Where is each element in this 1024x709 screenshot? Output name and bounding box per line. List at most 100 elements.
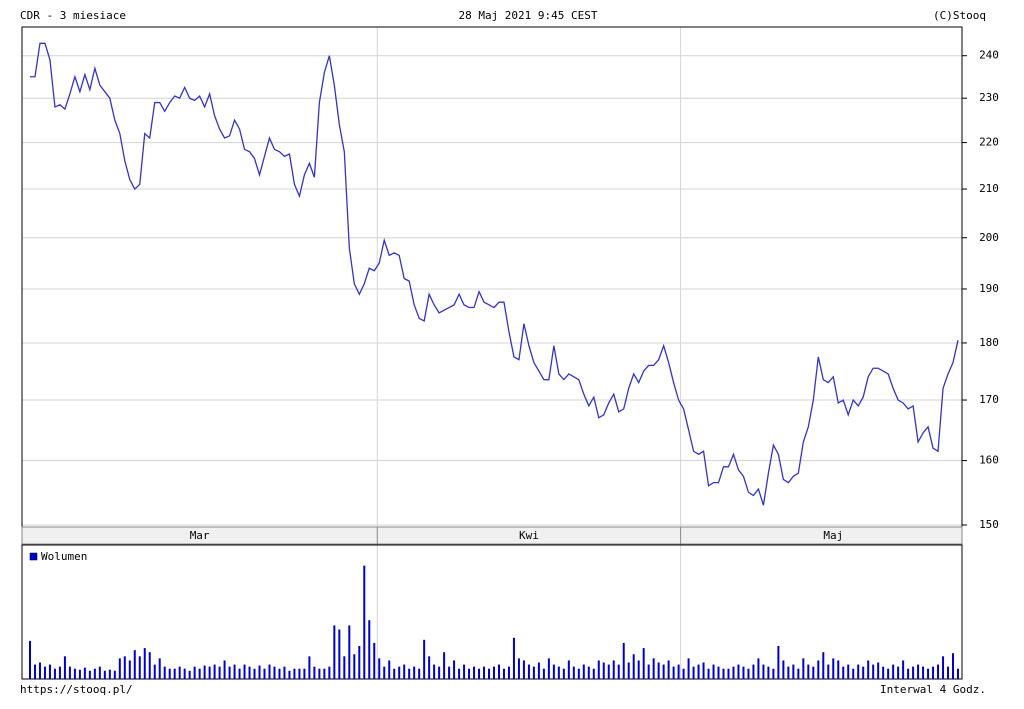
volume-bar (892, 664, 895, 679)
volume-bar (827, 664, 830, 679)
volume-bar (567, 660, 570, 679)
volume-bar (607, 664, 610, 679)
volume-bar (662, 664, 665, 679)
volume-bar (727, 668, 730, 679)
volume-bar (413, 666, 416, 679)
volume-bar (497, 664, 500, 679)
volume-bar (263, 668, 266, 679)
volume-bar (83, 667, 86, 679)
volume-bar (58, 666, 61, 679)
volume-bar (542, 668, 545, 679)
volume-bar (692, 666, 695, 679)
volume-bar (33, 664, 36, 679)
volume-bar (223, 660, 226, 679)
legend-swatch (29, 552, 38, 561)
volume-bar (582, 664, 585, 679)
volume-bar (388, 660, 391, 679)
x-tick-label: Kwi (519, 529, 539, 542)
y-tick-label: 160 (979, 454, 999, 467)
volume-bar (837, 660, 840, 679)
volume-bar (443, 652, 446, 679)
volume-bar (792, 664, 795, 679)
y-tick-label: 170 (979, 393, 999, 406)
volume-bar (118, 658, 121, 679)
volume-bar (403, 664, 406, 679)
volume-bar (163, 666, 166, 679)
volume-bar (138, 656, 141, 679)
volume-bar (373, 642, 376, 679)
volume-bar (572, 666, 575, 679)
volume-bar (522, 660, 525, 679)
volume-bar (353, 654, 356, 679)
volume-bar (872, 664, 875, 679)
volume-bar (627, 662, 630, 679)
volume-bar (243, 664, 246, 679)
volume-bar (198, 668, 201, 679)
volume-bar (642, 648, 645, 679)
volume-bar (957, 668, 959, 679)
y-tick-label: 200 (979, 231, 999, 244)
volume-bar (532, 666, 535, 679)
volume-bar (577, 668, 580, 679)
volume-bar (622, 642, 625, 679)
volume-bar (927, 668, 930, 679)
volume-bar (73, 668, 76, 679)
price-line (30, 42, 959, 506)
volume-bar (183, 668, 186, 679)
volume-bar (108, 669, 111, 679)
volume-bar (922, 666, 925, 679)
volume-bar (103, 670, 106, 679)
volume-bar (253, 668, 256, 679)
volume-bar (128, 660, 131, 679)
volume-bar (932, 666, 935, 679)
volume-bar (433, 664, 436, 679)
header-center: 28 Maj 2021 9:45 CEST (458, 9, 597, 22)
volume-bar (772, 668, 775, 679)
volume-bar (672, 666, 675, 679)
volume-bar (757, 658, 760, 679)
volume-bar (348, 625, 351, 679)
volume-bar (602, 662, 605, 679)
volume-bar (228, 666, 231, 679)
volume-bar (647, 664, 650, 679)
volume-bar (53, 668, 56, 679)
volume-bar (782, 660, 785, 679)
volume-bar (473, 666, 476, 679)
volume-bar (767, 666, 770, 679)
volume-bar (552, 664, 555, 679)
volume-bar (378, 658, 381, 679)
volume-bar (657, 662, 660, 679)
volume-bar (942, 656, 945, 679)
volume-bar (358, 646, 361, 679)
volume-bar (248, 666, 251, 679)
volume-bar (453, 660, 456, 679)
volume-bar (208, 666, 211, 679)
volume-bar (273, 666, 276, 679)
volume-bar (188, 670, 191, 679)
volume-bar (857, 664, 860, 679)
volume-bar (817, 660, 820, 679)
volume-bar (682, 668, 685, 679)
volume-bar (218, 666, 221, 679)
volume-bar (48, 664, 51, 679)
volume-bar (143, 648, 146, 679)
volume-bar (592, 668, 595, 679)
volume-bar (168, 668, 171, 679)
volume-bar (478, 668, 481, 679)
volume-bar (133, 650, 136, 679)
volume-bar (383, 666, 386, 679)
y-tick-label: 180 (979, 336, 999, 349)
volume-bar (862, 666, 865, 679)
volume-bar (507, 666, 510, 679)
volume-bar (448, 666, 451, 679)
volume-bar (742, 666, 745, 679)
volume-bar (88, 670, 91, 679)
volume-bar (667, 660, 670, 679)
volume-bar (762, 664, 765, 679)
volume-bar (717, 666, 720, 679)
volume-bar (707, 668, 710, 679)
volume-bar (797, 668, 800, 679)
volume-bar (338, 629, 341, 679)
volume-bar (652, 658, 655, 679)
volume-bar (203, 665, 206, 679)
